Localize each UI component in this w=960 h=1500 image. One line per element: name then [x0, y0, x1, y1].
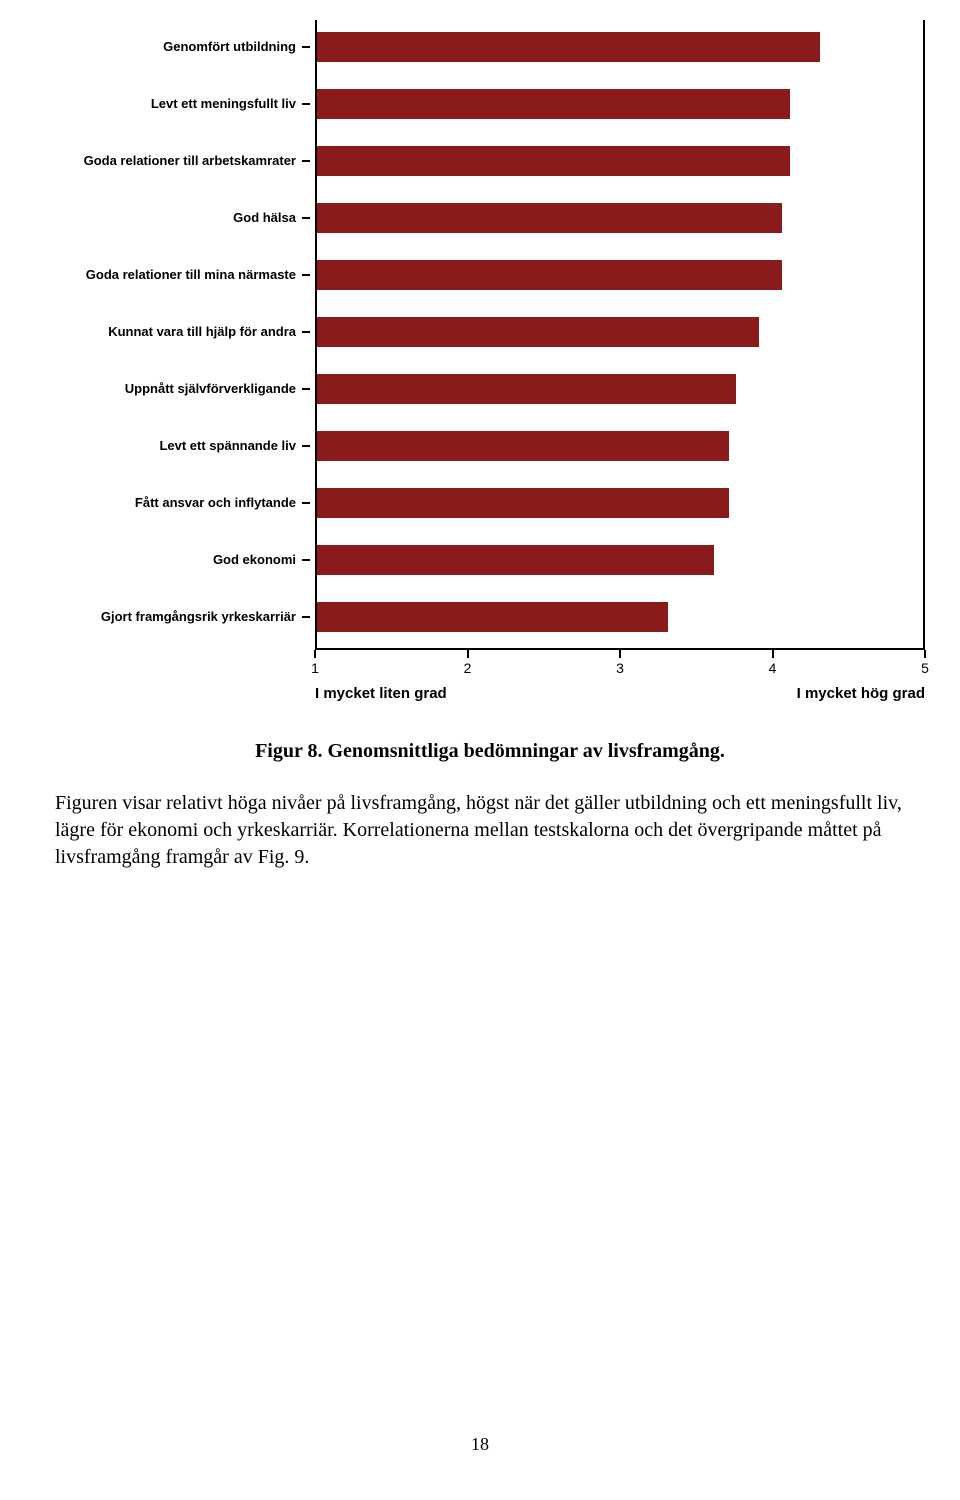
bar	[317, 203, 782, 233]
category-tick-mark	[302, 616, 310, 618]
category-row: Kunnat vara till hjälp för andra	[55, 317, 310, 347]
bar	[317, 545, 714, 575]
category-row: Genomfört utbildning	[55, 32, 310, 62]
category-row: Fått ansvar och inflytande	[55, 488, 310, 518]
category-tick-mark	[302, 274, 310, 276]
figure-caption: Figur 8. Genomsnittliga bedömningar av l…	[255, 740, 725, 762]
category-tick-mark	[302, 46, 310, 48]
category-row: Goda relationer till mina närmaste	[55, 260, 310, 290]
bar	[317, 431, 729, 461]
x-tick-label: 2	[464, 660, 472, 676]
body-paragraph: Figuren visar relativt höga nivåer på li…	[55, 790, 925, 871]
x-axis-ticks	[315, 650, 925, 660]
page-number: 18	[0, 1434, 960, 1455]
x-axis-label-right: I mycket hög grad	[797, 685, 925, 702]
category-label: Genomfört utbildning	[163, 40, 296, 54]
figure-caption-block: Figur 8. Genomsnittliga bedömningar av l…	[55, 740, 925, 763]
category-tick-mark	[302, 502, 310, 504]
category-label: Goda relationer till mina närmaste	[86, 268, 296, 282]
category-tick-mark	[302, 559, 310, 561]
x-tick	[924, 650, 926, 658]
bar-chart: Genomfört utbildning Levt ett meningsfull…	[55, 20, 925, 710]
bar	[317, 32, 820, 62]
category-tick-mark	[302, 160, 310, 162]
x-axis-tick-labels: 12345	[315, 660, 925, 680]
category-tick-mark	[302, 331, 310, 333]
x-axis-end-labels: I mycket liten grad I mycket hög grad	[315, 685, 925, 707]
bar	[317, 602, 668, 632]
category-row: Levt ett spännande liv	[55, 431, 310, 461]
category-label: God ekonomi	[213, 553, 296, 567]
category-label: God hälsa	[233, 211, 296, 225]
x-tick	[619, 650, 621, 658]
category-label: Levt ett spännande liv	[159, 439, 296, 453]
category-tick-mark	[302, 103, 310, 105]
x-tick-label: 3	[616, 660, 624, 676]
category-row: Goda relationer till arbetskamrater	[55, 146, 310, 176]
x-tick-label: 5	[921, 660, 929, 676]
category-tick-mark	[302, 445, 310, 447]
category-label: Goda relationer till arbetskamrater	[84, 154, 296, 168]
category-tick-mark	[302, 388, 310, 390]
plot-area	[315, 20, 925, 650]
bar	[317, 146, 790, 176]
category-row: Uppnått självförverkligande	[55, 374, 310, 404]
category-row: Levt ett meningsfullt liv	[55, 89, 310, 119]
bar	[317, 317, 759, 347]
bar	[317, 260, 782, 290]
category-row: Gjort framgångsrik yrkeskarriär	[55, 602, 310, 632]
bar	[317, 374, 736, 404]
x-tick-label: 1	[311, 660, 319, 676]
bar	[317, 89, 790, 119]
category-labels-column: Genomfört utbildning Levt ett meningsfull…	[55, 20, 310, 650]
category-label: Levt ett meningsfullt liv	[151, 97, 296, 111]
x-tick	[314, 650, 316, 658]
category-label: Kunnat vara till hjälp för andra	[108, 325, 296, 339]
bar	[317, 488, 729, 518]
category-label: Fått ansvar och inflytande	[135, 496, 296, 510]
category-row: God hälsa	[55, 203, 310, 233]
x-tick	[467, 650, 469, 658]
category-row: God ekonomi	[55, 545, 310, 575]
category-label: Gjort framgångsrik yrkeskarriär	[101, 610, 296, 624]
x-axis-label-left: I mycket liten grad	[315, 685, 447, 702]
category-label: Uppnått självförverkligande	[125, 382, 296, 396]
x-tick	[772, 650, 774, 658]
category-tick-mark	[302, 217, 310, 219]
x-tick-label: 4	[769, 660, 777, 676]
